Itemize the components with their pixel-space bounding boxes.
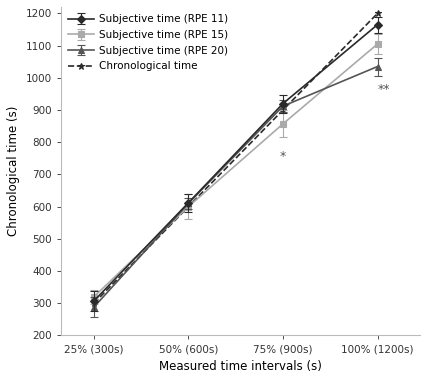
Text: *: *	[279, 150, 285, 163]
Text: **: **	[377, 83, 389, 96]
Y-axis label: Chronological time (s): Chronological time (s)	[7, 106, 20, 236]
X-axis label: Measured time intervals (s): Measured time intervals (s)	[158, 360, 321, 373]
Legend: Subjective time (RPE 11), Subjective time (RPE 15), Subjective time (RPE 20), Ch: Subjective time (RPE 11), Subjective tim…	[66, 12, 230, 73]
